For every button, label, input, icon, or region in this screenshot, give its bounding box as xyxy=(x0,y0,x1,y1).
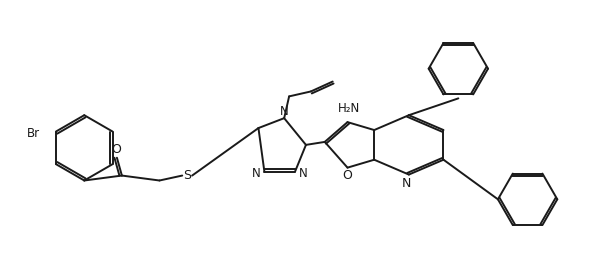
Text: N: N xyxy=(280,105,288,118)
Text: O: O xyxy=(343,169,352,182)
Text: N: N xyxy=(252,167,261,180)
Text: H₂N: H₂N xyxy=(338,102,360,115)
Text: O: O xyxy=(111,143,121,156)
Text: S: S xyxy=(183,169,191,182)
Text: Br: Br xyxy=(27,127,40,140)
Text: N: N xyxy=(402,177,412,190)
Text: N: N xyxy=(299,167,307,180)
